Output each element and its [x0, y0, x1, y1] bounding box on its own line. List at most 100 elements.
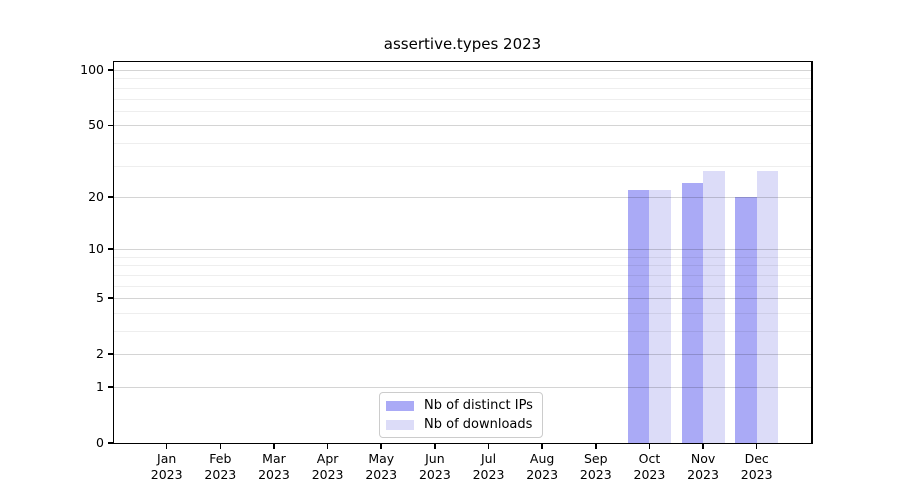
legend-item-downloads: Nb of downloads	[386, 417, 542, 432]
plot-area	[113, 61, 812, 443]
x-tick-label-feb: Feb 2023	[188, 451, 252, 482]
gridline-major-10	[113, 249, 812, 251]
x-tick-label-jan: Jan 2023	[135, 451, 199, 482]
x-tick-year: 2023	[579, 466, 612, 482]
gridline-minor-40	[113, 142, 812, 144]
x-tick-year: 2023	[418, 466, 451, 482]
y-tick-label-1: 1	[96, 378, 104, 394]
y-tick-mark-2	[107, 353, 113, 355]
x-tick-label-may: May 2023	[349, 451, 413, 482]
gridline-minor-70	[113, 98, 812, 100]
y-tick-label-100: 100	[80, 62, 104, 78]
legend-swatch-downloads	[386, 419, 414, 430]
gridline-minor-8	[113, 265, 812, 267]
x-tick-label-mar: Mar 2023	[242, 451, 306, 482]
x-tick-label-jul: Jul 2023	[457, 451, 521, 482]
x-tick-year: 2023	[311, 466, 344, 482]
x-tick-mark-jun	[434, 444, 436, 449]
x-tick-month: Dec	[744, 451, 769, 466]
x-tick-mark-jan	[165, 444, 168, 449]
x-tick-month: Oct	[638, 451, 661, 466]
x-tick-mark-may	[380, 444, 382, 449]
x-tick-label-dec: Dec 2023	[725, 451, 789, 482]
y-tick-label-2: 2	[96, 346, 104, 362]
gridline-minor-7	[113, 274, 812, 276]
x-tick-month: Nov	[690, 451, 716, 466]
y-tick-mark-20	[107, 196, 113, 198]
y-tick-mark-1	[107, 386, 113, 388]
x-tick-month: Jan	[157, 451, 177, 466]
gridline-major-20	[113, 196, 812, 198]
plot-border-right	[811, 61, 813, 443]
x-tick-mark-sep	[595, 444, 597, 449]
gridline-major-100	[113, 70, 812, 72]
gridline-minor-60	[113, 110, 812, 112]
x-tick-mark-jul	[487, 444, 490, 449]
x-tick-year: 2023	[526, 466, 559, 482]
x-tick-label-apr: Apr 2023	[296, 451, 360, 482]
x-tick-year: 2023	[740, 466, 773, 482]
x-tick-label-sep: Sep 2023	[564, 451, 628, 482]
x-tick-month: Jun	[425, 451, 445, 466]
gridline-minor-6	[113, 285, 812, 287]
x-tick-label-aug: Aug 2023	[510, 451, 574, 482]
x-tick-year: 2023	[633, 466, 666, 482]
legend-item-distinct-ips: Nb of distinct IPs	[386, 398, 542, 413]
y-tick-mark-50	[107, 124, 113, 127]
gridline-major-50	[113, 125, 812, 127]
x-tick-month: May	[368, 451, 395, 466]
x-tick-month: Aug	[529, 451, 555, 466]
y-tick-label-50: 50	[88, 117, 104, 133]
x-tick-mark-aug	[541, 444, 543, 449]
gridline-minor-90	[113, 78, 812, 80]
legend: Nb of distinct IPs Nb of downloads	[379, 392, 543, 438]
x-axis-line	[112, 442, 813, 444]
bar-nov-nb-of-downloads	[703, 170, 725, 443]
gridline-minor-3	[113, 330, 812, 332]
bar-oct-nb-of-downloads	[649, 189, 671, 443]
x-tick-year: 2023	[204, 466, 237, 482]
x-tick-mark-nov	[702, 444, 704, 449]
y-tick-mark-100	[107, 69, 113, 71]
gridline-minor-80	[113, 87, 812, 89]
bar-dec-nb-of-downloads	[756, 170, 779, 443]
x-tick-label-nov: Nov 2023	[671, 451, 735, 482]
x-tick-year: 2023	[258, 466, 290, 482]
plot-border-top	[112, 60, 813, 62]
x-tick-year: 2023	[150, 466, 183, 482]
legend-label-distinct-ips: Nb of distinct IPs	[424, 398, 533, 413]
legend-label-downloads: Nb of downloads	[424, 417, 533, 432]
x-tick-mark-oct	[648, 444, 651, 449]
y-tick-mark-5	[107, 297, 113, 299]
x-tick-year: 2023	[687, 466, 719, 482]
bar-oct-nb-of-distinct-ips	[627, 189, 650, 443]
bar-nov-nb-of-distinct-ips	[681, 182, 704, 443]
bar-dec-nb-of-distinct-ips	[735, 196, 757, 443]
x-tick-mark-mar	[273, 444, 275, 449]
legend-swatch-distinct-ips	[386, 400, 414, 411]
gridline-major-1	[113, 386, 812, 388]
y-tick-mark-10	[107, 248, 113, 250]
gridline-minor-30	[113, 165, 812, 167]
x-tick-month: Sep	[584, 451, 608, 466]
gridline-major-5	[113, 298, 812, 300]
x-tick-year: 2023	[472, 466, 505, 482]
x-tick-mark-apr	[326, 444, 329, 449]
x-tick-year: 2023	[365, 466, 398, 482]
x-tick-label-oct: Oct 2023	[617, 451, 681, 482]
gridline-minor-9	[113, 256, 812, 258]
chart-title: assertive.types 2023	[383, 35, 542, 53]
x-tick-month: Apr	[316, 451, 339, 466]
x-tick-label-jun: Jun 2023	[403, 451, 467, 482]
y-tick-mark-0	[107, 442, 113, 444]
x-tick-mark-feb	[219, 444, 222, 449]
y-axis-line	[112, 61, 114, 443]
x-tick-month: Feb	[209, 451, 232, 466]
y-tick-label-20: 20	[88, 188, 104, 204]
x-tick-month: Mar	[262, 451, 286, 466]
y-tick-label-0: 0	[96, 435, 104, 450]
gridline-minor-4	[113, 312, 812, 314]
y-tick-label-5: 5	[96, 290, 104, 306]
gridline-major-2	[113, 354, 812, 356]
